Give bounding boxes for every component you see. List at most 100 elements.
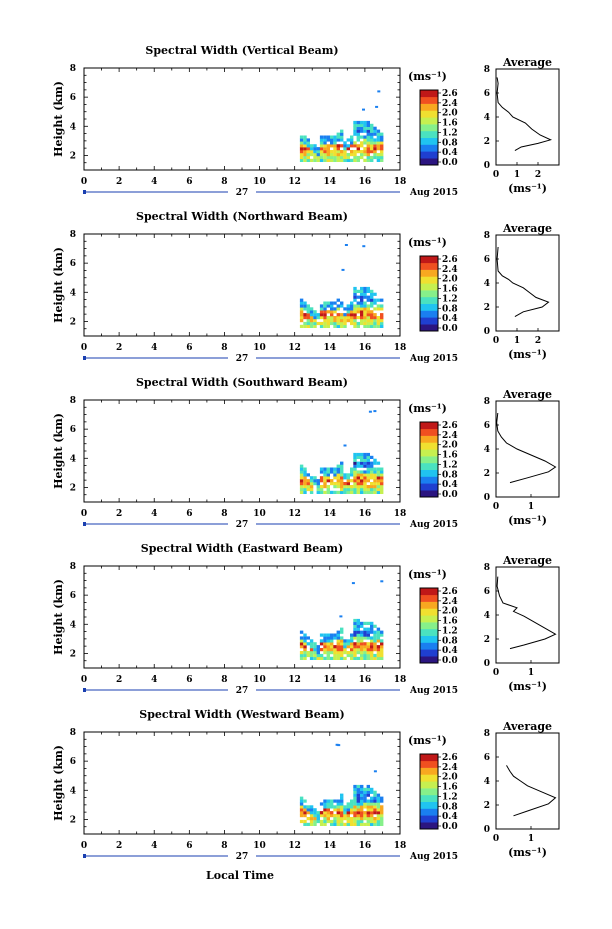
heatmap-cell (336, 799, 340, 803)
heatmap-cell (356, 479, 360, 483)
heatmap-cell (333, 310, 337, 314)
heatmap-cell (363, 470, 367, 474)
heatmap-cell (356, 796, 360, 800)
heatmap-cell (366, 319, 370, 323)
heatmap-cell (350, 135, 354, 139)
colorbar-segment (420, 283, 438, 291)
heatmap-cell (356, 808, 360, 812)
heatmap-cell (340, 321, 344, 326)
heatmap-cell (373, 645, 377, 649)
profile-x-tick-label: 2 (535, 336, 541, 346)
heatmap-cell (356, 802, 360, 806)
x-tick-label: 8 (221, 343, 227, 353)
heatmap-cell (366, 304, 370, 308)
heatmap-cell (360, 307, 364, 311)
heatmap-cell (346, 653, 350, 658)
heatmap-cell (373, 822, 377, 826)
heatmap-cell (353, 464, 357, 468)
heatmap-cell (363, 656, 367, 660)
heatmap-cell (323, 799, 327, 803)
heatmap-cell (333, 473, 337, 477)
heatmap-cell (370, 461, 374, 465)
heatmap-cell (356, 126, 360, 130)
heatmap-cell (373, 808, 377, 812)
heatmap-cell (360, 464, 364, 468)
heatmap-cell (303, 811, 307, 815)
heatmap-cell (376, 796, 381, 800)
profile-y-tick-label: 8 (484, 729, 490, 739)
heatmap-cell (353, 150, 357, 154)
heatmap-cell (366, 126, 370, 130)
heatmap-cell (376, 479, 381, 483)
heatmap-cell (299, 819, 304, 824)
profile-line (506, 765, 557, 817)
heatmap-cell (323, 310, 327, 314)
heatmap-cell (356, 487, 360, 492)
heatmap-cell (373, 485, 377, 489)
heatmap-cell (326, 321, 330, 326)
colorbar-tick-label: 1.6 (442, 119, 458, 129)
heatmap-cell (373, 321, 377, 326)
heatmap-cell (316, 656, 320, 660)
heatmap-cell (360, 805, 364, 809)
heatmap-cell (370, 639, 374, 643)
heatmap-cell (370, 630, 374, 634)
heatmap-cell (303, 490, 307, 494)
heatmap-cell (319, 656, 324, 660)
heatmap-cell (343, 321, 347, 326)
heatmap-cell (330, 799, 334, 803)
heatmap-cell (330, 150, 334, 154)
heatmap-cell (376, 153, 381, 157)
heatmap-cell (316, 321, 320, 326)
heatmap-cell (353, 482, 357, 486)
heatmap-cell (370, 817, 374, 821)
heatmap-cell (356, 455, 360, 459)
heatmap-cell (323, 802, 327, 806)
y-tick-label: 6 (70, 93, 76, 103)
colorbar-tick-label: 2.0 (442, 773, 458, 783)
heatmap-cell (370, 292, 374, 296)
colorbar-tick-label: 2.0 (442, 275, 458, 285)
heatmap-cell (346, 479, 350, 483)
heatmap-cell (336, 639, 340, 643)
x-tick-label: 14 (324, 675, 337, 685)
heatmap-cell (340, 793, 344, 797)
profile-x-tick-label: 0 (493, 336, 499, 346)
colorbar-tick-label: 2.6 (442, 89, 458, 99)
heatmap-cell (326, 799, 330, 803)
heatmap-cell (346, 319, 350, 323)
heatmap-cell (370, 126, 374, 130)
heatmap-cell (330, 144, 334, 148)
heatmap-cell (353, 129, 357, 133)
heatmap-cell (316, 490, 320, 494)
profile-y-tick-label: 2 (484, 469, 490, 479)
heatmap-cell (313, 642, 317, 646)
heatmap-cell (363, 135, 367, 139)
profile-y-tick-label: 6 (484, 753, 490, 763)
heatmap-cell (313, 814, 317, 818)
heatmap-cell (380, 316, 384, 320)
colorbar-segment (420, 615, 438, 623)
x-tick-label: 10 (253, 343, 266, 353)
heatmap-cell (373, 648, 377, 652)
heatmap-cell (370, 802, 374, 806)
heatmap-cell (370, 141, 374, 145)
heatmap-cell (303, 144, 307, 148)
heatmap-cell (319, 153, 324, 157)
y-tick-label: 2 (70, 151, 76, 161)
heatmap-cell (366, 799, 370, 803)
heatmap-cell (299, 313, 304, 317)
heatmap-cell (353, 470, 357, 474)
y-tick-label: 6 (70, 259, 76, 269)
heatmap-cell (340, 630, 344, 634)
heatmap-cell (346, 476, 350, 480)
heatmap-cell (346, 307, 350, 311)
heatmap-cell (360, 452, 364, 457)
x-tick-label: 14 (324, 841, 337, 851)
heatmap-cell (350, 301, 354, 305)
heatmap-cell (363, 805, 367, 809)
heatmap-cell (376, 819, 381, 824)
colorbar-segment (420, 144, 438, 152)
heatmap-cell (380, 642, 384, 646)
heatmap-cell (319, 158, 324, 162)
